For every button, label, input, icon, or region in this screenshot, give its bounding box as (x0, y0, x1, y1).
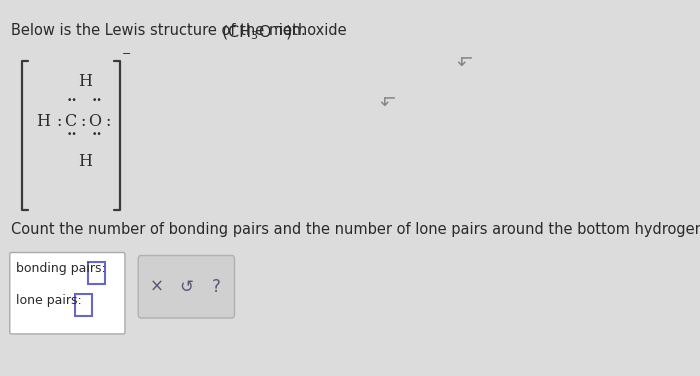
Text: H: H (78, 73, 92, 90)
Text: H: H (78, 153, 92, 170)
FancyBboxPatch shape (138, 256, 234, 318)
Text: ↺: ↺ (179, 278, 193, 296)
Text: −: − (122, 49, 132, 59)
FancyBboxPatch shape (10, 253, 125, 334)
FancyBboxPatch shape (88, 262, 106, 284)
Text: $\mathsf{\left(CH_3O^-\right)}$: $\mathsf{\left(CH_3O^-\right)}$ (220, 23, 292, 42)
Text: Count the number of bonding pairs and the number of lone pairs around the bottom: Count the number of bonding pairs and th… (11, 222, 700, 237)
Text: H: H (36, 112, 50, 130)
Text: ••: •• (66, 96, 77, 105)
Text: bonding pairs:: bonding pairs: (16, 262, 106, 276)
Text: ••: •• (92, 130, 102, 139)
Text: :: : (80, 112, 85, 130)
Text: ↳: ↳ (371, 96, 391, 112)
Text: lone pairs:: lone pairs: (16, 294, 82, 307)
Text: C: C (64, 112, 76, 130)
Text: ion.: ion. (274, 23, 305, 38)
Text: :: : (106, 112, 111, 130)
Text: :: : (56, 112, 62, 130)
Text: ••: •• (66, 130, 77, 139)
FancyBboxPatch shape (75, 294, 92, 316)
Text: ×: × (149, 278, 163, 296)
Text: ↳: ↳ (448, 56, 467, 72)
Text: Below is the Lewis structure of the methoxide: Below is the Lewis structure of the meth… (11, 23, 351, 38)
Text: ?: ? (212, 278, 220, 296)
Text: ••: •• (92, 96, 102, 105)
Text: O: O (88, 112, 102, 130)
